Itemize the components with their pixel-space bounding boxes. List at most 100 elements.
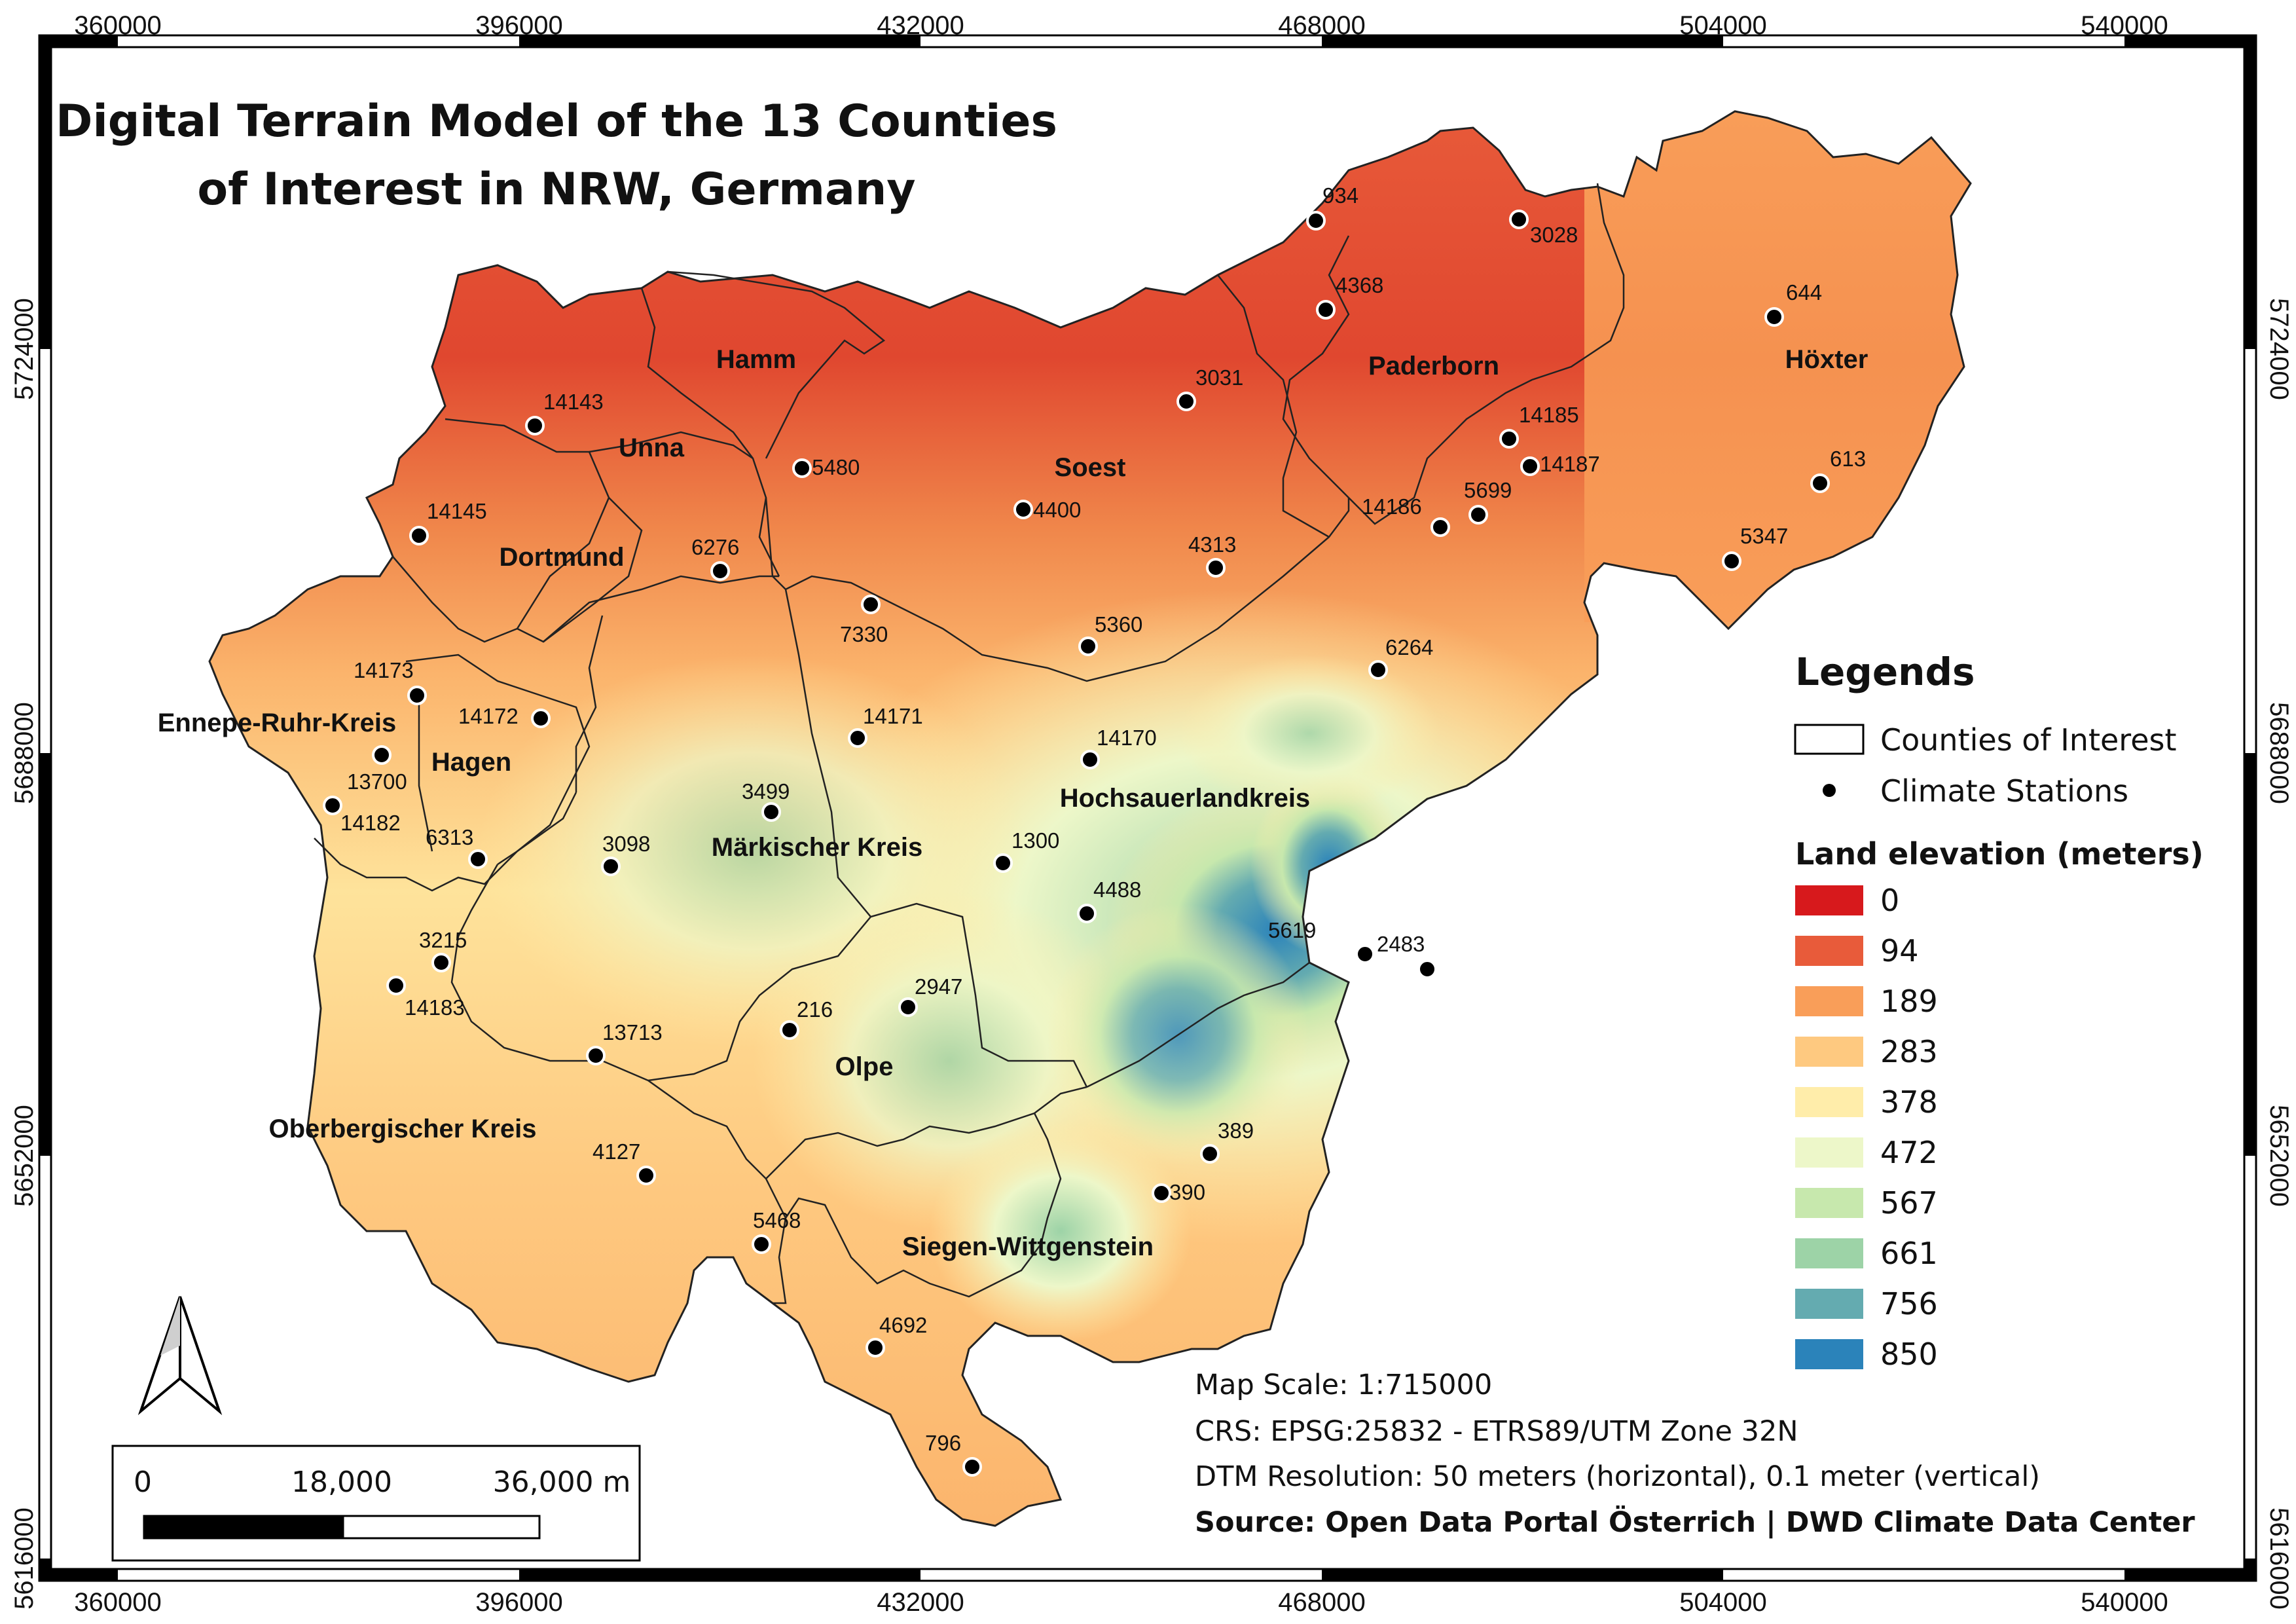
station-marker [761,802,781,822]
station-label: 5347 [1740,524,1788,548]
station-label: 5619 [1268,918,1316,942]
legend-swatch [1795,1037,1863,1067]
x-tick-bottom: 468000 [1278,1588,1365,1617]
station-label: 14143 [543,390,604,414]
station-label: 13713 [602,1020,663,1044]
frame-tick-segment [39,753,51,1156]
station-marker [1520,456,1540,476]
legend-class-label: 567 [1880,1185,1938,1221]
legend-station-dot [1823,784,1836,797]
station-label: 14183 [405,995,465,1020]
scale-label-mid: 18,000 [291,1466,392,1499]
station-label: 4368 [1336,273,1383,297]
station-label: 5468 [753,1208,801,1232]
map-info: Map Scale: 1:715000 CRS: EPSG:25832 - ET… [1195,1369,2195,1539]
y-tick-right: 5616000 [2265,1507,2293,1610]
county-label-hagen: Hagen [431,748,511,777]
station-marker [386,976,406,995]
legend-swatch [1795,1289,1863,1319]
coordinate-labels: 360000 396000 432000 468000 504000 54000… [10,11,2293,1617]
scale-label-end: 36,000 m [493,1466,631,1499]
county-label-unna: Unna [619,434,685,462]
station-marker [636,1166,656,1185]
station-marker [1206,558,1226,578]
station-label: 4127 [592,1139,640,1164]
county-label-dortmund: Dortmund [499,543,624,572]
station-marker [431,953,451,972]
station-marker [372,745,392,765]
y-tick-right: 5688000 [2265,702,2293,804]
legend-stations-label: Climate Stations [1880,773,2128,809]
frame-tick-segment [2244,753,2256,1156]
y-tick-left: 5688000 [10,702,39,804]
station-label: 3028 [1530,223,1578,247]
station-marker [409,526,429,545]
station-label: 14172 [458,704,519,728]
station-label: 3031 [1195,365,1243,390]
legend: Legends Counties of Interest Climate Sta… [1794,650,2204,1372]
station-marker [468,849,488,869]
station-label: 5699 [1464,478,1512,502]
frame-tick-segment [1322,35,1723,47]
frame-ticks [39,35,2256,1581]
station-marker [1417,959,1437,979]
station-marker [752,1234,771,1254]
x-tick-top: 540000 [2081,11,2168,40]
station-marker [866,1338,885,1357]
station-label: 14182 [340,811,401,835]
y-tick-left: 5724000 [10,298,39,400]
frame-tick-segment [39,1569,118,1581]
legend-elevation-classes: 0 94 189 283 378 472 567 661 756 850 [1795,883,1938,1372]
station-label: 14170 [1097,726,1157,750]
station-label: 14187 [1540,452,1600,476]
station-label: 14185 [1519,403,1579,427]
legend-class-label: 0 [1880,883,1899,918]
y-tick-right: 5652000 [2265,1105,2293,1207]
station-label: 6313 [426,825,473,849]
station-label: 1300 [1011,828,1059,853]
x-tick-bottom: 540000 [2081,1588,2168,1617]
station-label: 4400 [1033,498,1081,522]
county-label-paderborn: Paderborn [1368,352,1499,380]
legend-class-label: 472 [1880,1135,1938,1170]
resolution-text: DTM Resolution: 50 meters (horizontal), … [1195,1460,2040,1493]
station-label: 644 [1786,280,1822,304]
legend-swatch [1795,1188,1863,1218]
station-label: 13700 [347,769,407,794]
station-marker [1316,300,1336,320]
frame-tick-segment [2244,35,2256,349]
station-marker [323,796,342,815]
station-marker [1078,637,1098,656]
map-title-line2: of Interest in NRW, Germany [197,164,915,215]
station-marker [1176,392,1196,411]
station-marker [1499,429,1519,449]
station-label: 2483 [1377,932,1425,956]
station-marker [1306,211,1326,231]
legend-class-label: 756 [1880,1286,1938,1321]
county-label-oberbergischer-kreis: Oberbergischer Kreis [268,1115,536,1143]
y-tick-left: 5652000 [10,1105,39,1207]
scale-bar: 0 18,000 36,000 m [111,1445,641,1562]
map-scale-text: Map Scale: 1:715000 [1195,1369,1492,1401]
station-marker [1355,944,1375,964]
frame-tick-segment [2244,1559,2256,1581]
frame-tick-segment [2124,35,2256,47]
station-label: 4692 [879,1313,927,1337]
climate-stations: 934 3028 4368 644 3031 14143 14185 14187 5480 613… [323,183,1866,1477]
station-label: 6276 [691,535,739,559]
county-label-ennepe-ruhr-kreis: Ennepe-Ruhr-Kreis [158,709,397,737]
station-label: 934 [1322,183,1358,208]
x-tick-bottom: 396000 [475,1588,562,1617]
legend-county-swatch [1794,724,1865,755]
crs-text: CRS: EPSG:25832 - ETRS89/UTM Zone 32N [1195,1415,1798,1448]
station-label: 3215 [419,928,467,952]
frame-tick-segment [39,1559,51,1581]
frame-tick-segment [1322,1569,1723,1581]
station-marker [1152,1183,1171,1203]
station-label: 4313 [1188,532,1236,557]
station-marker [525,416,545,435]
station-marker [993,853,1013,873]
station-marker [1200,1144,1220,1164]
north-arrow-icon [137,1296,223,1416]
x-tick-top: 432000 [877,11,964,40]
